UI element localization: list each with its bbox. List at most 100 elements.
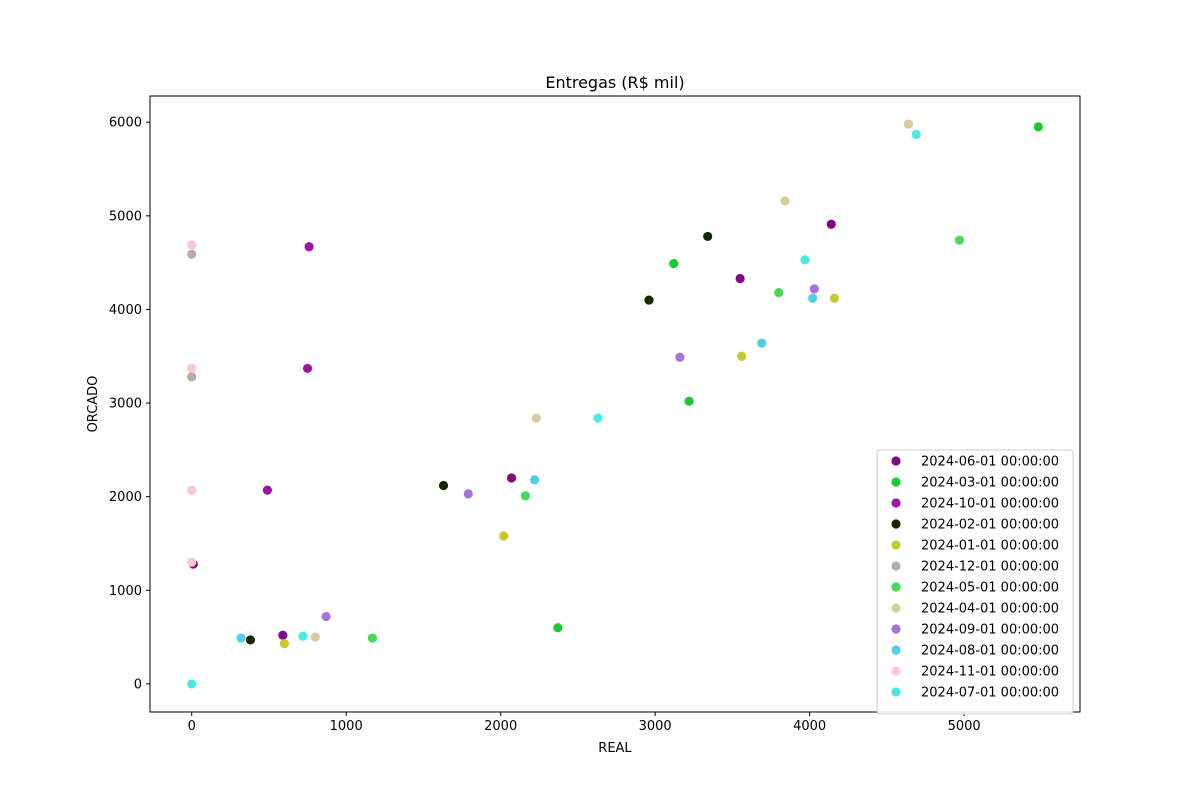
- x-axis-label: REAL: [598, 741, 632, 756]
- legend-label: 2024-10-01 00:00:00: [921, 497, 1059, 512]
- data-point: [644, 295, 654, 305]
- data-point: [236, 633, 246, 643]
- data-point: [506, 473, 517, 483]
- data-point: [187, 557, 197, 567]
- legend-marker: [891, 498, 901, 508]
- data-point: [780, 196, 790, 206]
- data-point: [553, 623, 563, 633]
- data-point: [187, 485, 197, 495]
- y-tick-label: 2000: [109, 490, 142, 505]
- marks-layer: [187, 119, 1043, 689]
- legend-label: 2024-08-01 00:00:00: [921, 644, 1059, 659]
- data-point: [499, 531, 509, 541]
- data-point: [304, 242, 314, 252]
- series-10: [187, 240, 197, 567]
- data-point: [737, 351, 747, 361]
- data-point: [735, 273, 745, 284]
- legend-marker: [891, 477, 901, 487]
- data-point: [593, 413, 603, 423]
- data-point: [669, 258, 679, 269]
- data-point: [279, 639, 290, 649]
- legend-label: 2024-07-01 00:00:00: [921, 686, 1059, 701]
- legend: 2024-06-01 00:00:00 2024-03-01 00:00:00 20…: [876, 449, 1074, 715]
- data-point: [903, 119, 914, 129]
- data-point: [530, 475, 540, 485]
- data-point: [809, 284, 819, 294]
- data-point: [675, 352, 685, 362]
- series-8: [321, 284, 819, 622]
- y-axis-label: ORCADO: [86, 376, 101, 433]
- legend-marker: [891, 456, 901, 466]
- data-point: [187, 679, 197, 689]
- plot-area-frame: [149, 95, 1081, 713]
- x-tick-label: 1000: [330, 719, 363, 734]
- y-tick-label: 6000: [109, 116, 142, 131]
- legend-label: 2024-05-01 00:00:00: [921, 581, 1059, 596]
- data-point: [278, 630, 288, 640]
- data-point: [262, 485, 273, 495]
- legend-label: 2024-01-01 00:00:00: [921, 539, 1059, 554]
- data-point: [911, 129, 921, 139]
- series-2: [262, 242, 314, 495]
- legend-label: 2024-09-01 00:00:00: [921, 623, 1059, 638]
- data-point: [463, 489, 473, 499]
- data-point: [808, 293, 818, 303]
- x-tick-label: 2000: [484, 719, 517, 734]
- data-point: [520, 491, 530, 501]
- legend-marker: [891, 624, 901, 634]
- series-5: [187, 249, 197, 382]
- data-point: [829, 293, 839, 303]
- series-4: [279, 293, 839, 649]
- legend-marker: [891, 645, 901, 655]
- y-tick-label: 4000: [109, 303, 142, 318]
- legend-label: 2024-11-01 00:00:00: [921, 665, 1059, 680]
- data-point: [187, 363, 197, 374]
- series-3: [245, 231, 713, 645]
- data-point: [302, 363, 313, 374]
- legend-marker: [891, 687, 901, 697]
- data-point: [367, 633, 378, 643]
- data-point: [757, 338, 767, 348]
- legend-marker: [891, 519, 901, 529]
- legend-label: 2024-12-01 00:00:00: [921, 560, 1059, 575]
- x-tick-label: 4000: [793, 719, 826, 734]
- data-point: [800, 255, 810, 265]
- chart-title: Entregas (R$ mil): [545, 73, 684, 92]
- series-7: [310, 119, 914, 642]
- data-point: [954, 235, 965, 245]
- y-tick-label: 3000: [109, 397, 142, 412]
- data-point: [531, 413, 541, 423]
- data-point: [245, 635, 256, 645]
- legend-label: 2024-02-01 00:00:00: [921, 518, 1059, 533]
- x-tick-label: 5000: [948, 719, 981, 734]
- legend-label: 2024-04-01 00:00:00: [921, 602, 1059, 617]
- y-tick-label: 1000: [109, 584, 142, 599]
- x-tick-label: 3000: [639, 719, 672, 734]
- series-6: [367, 235, 965, 643]
- y-axis: 0 1000 2000 3000 4000 5000 6000: [109, 116, 150, 692]
- data-point: [1033, 122, 1043, 132]
- legend-label: 2024-03-01 00:00:00: [921, 476, 1059, 491]
- legend-label: 2024-06-01 00:00:00: [921, 455, 1059, 470]
- legend-frame: [876, 449, 1074, 715]
- series-11: [187, 129, 921, 689]
- data-point: [321, 611, 331, 622]
- x-axis: 0 1000 2000 3000 4000 5000: [188, 712, 981, 734]
- y-tick-label: 5000: [109, 209, 142, 224]
- data-point: [774, 287, 784, 298]
- data-point: [684, 396, 694, 406]
- legend-marker: [891, 582, 901, 592]
- data-point: [187, 372, 197, 382]
- legend-marker: [891, 561, 901, 571]
- legend-marker: [891, 540, 901, 550]
- data-point: [187, 240, 197, 250]
- data-point: [826, 219, 836, 229]
- legend-marker: [891, 666, 901, 676]
- y-tick-label: 0: [134, 677, 142, 692]
- data-point: [298, 631, 308, 641]
- series-1: [553, 122, 1043, 633]
- x-tick-label: 0: [188, 719, 196, 734]
- data-point: [187, 249, 197, 259]
- legend-marker: [891, 603, 901, 613]
